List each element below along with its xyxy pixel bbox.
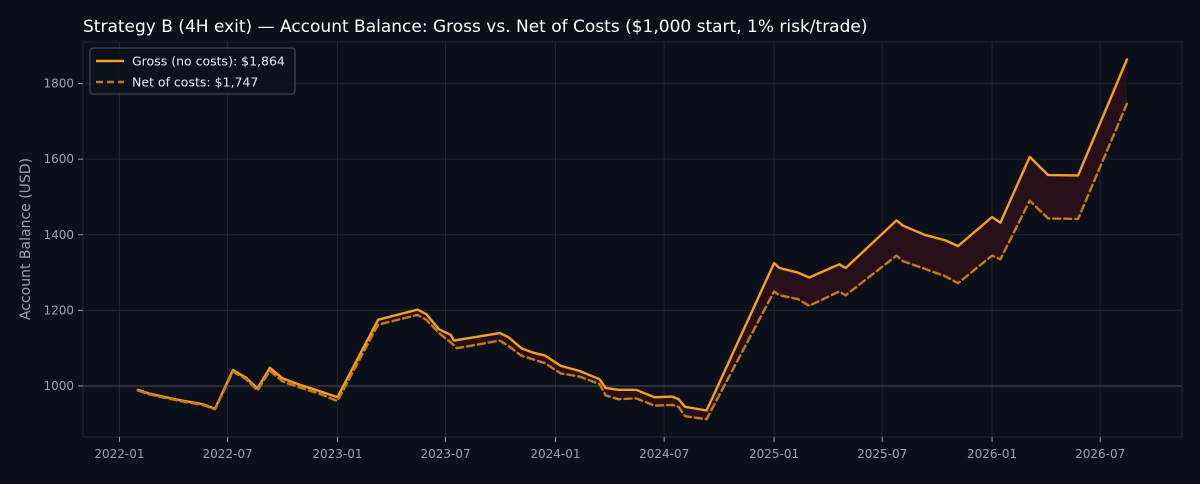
y-tick-label: 1200 — [43, 303, 74, 317]
chart-title: Strategy B (4H exit) — Account Balance: … — [83, 17, 867, 37]
y-tick-label: 1400 — [43, 228, 74, 242]
y-tick-label: 1600 — [43, 152, 74, 166]
legend-label: Gross (no costs): $1,864 — [132, 54, 285, 69]
x-tick-label: 2024-07 — [639, 447, 689, 461]
y-axis-label: Account Balance (USD) — [18, 158, 34, 320]
y-tick-label: 1000 — [43, 379, 74, 393]
x-tick-label: 2023-07 — [420, 447, 470, 461]
x-tick-label: 2025-07 — [857, 447, 907, 461]
x-tick-label: 2023-01 — [312, 447, 362, 461]
x-tick-label: 2026-01 — [967, 447, 1017, 461]
x-tick-label: 2024-01 — [530, 447, 580, 461]
legend-label: Net of costs: $1,747 — [132, 75, 258, 90]
gap-shading — [137, 59, 1127, 420]
plot-area: 2022-01 2022-07 2023-01 2023-07 2024-01 2024-… — [43, 41, 1183, 461]
y-tick-label: 1800 — [43, 77, 74, 91]
x-tick-label: 2022-01 — [94, 447, 144, 461]
legend: Gross (no costs): $1,864 Net of costs: $1… — [89, 47, 296, 95]
gross-series-line — [136, 58, 1129, 412]
legend-box — [89, 47, 296, 95]
x-tick-label: 2026-07 — [1075, 447, 1125, 461]
net-series-line — [136, 102, 1129, 421]
x-tick-label: 2025-01 — [749, 447, 799, 461]
x-tick-label: 2022-07 — [202, 447, 252, 461]
